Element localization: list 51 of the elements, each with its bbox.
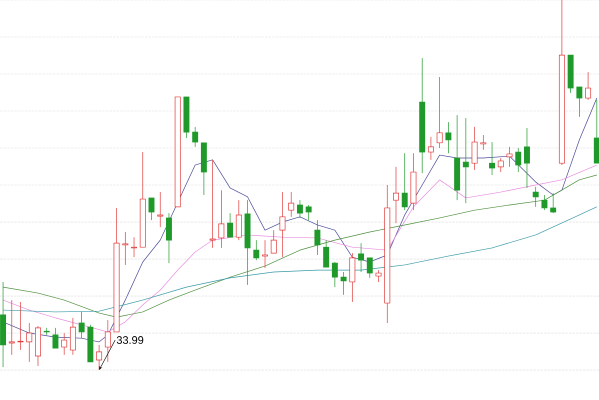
candlestick	[576, 86, 582, 118]
candlestick	[122, 232, 128, 266]
candlestick	[104, 320, 111, 362]
candlestick	[296, 200, 303, 218]
candlestick	[262, 240, 268, 268]
candlestick	[462, 118, 469, 204]
candlestick	[236, 200, 242, 240]
candlestick	[436, 76, 443, 148]
candlestick	[306, 204, 312, 221]
candlestick	[253, 240, 260, 260]
candlestick	[52, 327, 58, 349]
candlestick	[506, 146, 512, 168]
candlestick	[78, 312, 85, 339]
candlestick	[166, 212, 172, 264]
candlestick	[532, 186, 539, 208]
candlestick	[366, 258, 373, 278]
candlestick	[393, 166, 399, 224]
candlestick	[340, 272, 347, 296]
candlestick	[131, 236, 137, 258]
candlestick	[541, 194, 548, 211]
candlestick	[148, 198, 154, 221]
candlestick	[227, 212, 234, 238]
candlestick	[8, 300, 15, 356]
candlestick	[157, 192, 164, 228]
candlestick	[524, 128, 530, 188]
candlestick	[314, 220, 320, 256]
candlestick	[192, 126, 198, 148]
candlestick	[550, 192, 556, 214]
candlestick	[61, 332, 68, 356]
candlestick	[358, 242, 364, 272]
candlestick	[210, 160, 216, 248]
candlestick	[445, 122, 452, 154]
candlestick	[218, 190, 224, 248]
candlestick	[489, 142, 496, 176]
candlestick	[515, 148, 522, 172]
candlestick	[498, 158, 504, 172]
candlestick	[480, 134, 486, 150]
candlestick	[428, 136, 434, 160]
candlestick	[472, 126, 478, 170]
candlestick	[585, 72, 592, 100]
candlestick	[18, 302, 24, 350]
candlestick	[26, 322, 32, 362]
candlestick	[288, 192, 294, 218]
annotation: 33.99	[116, 336, 144, 344]
candlestick	[323, 240, 330, 268]
candlestick	[402, 152, 408, 211]
candlestick	[376, 270, 382, 282]
candlestick	[332, 262, 338, 288]
candlestick	[280, 192, 286, 258]
candlestick	[270, 230, 277, 254]
candlestick	[70, 318, 76, 356]
